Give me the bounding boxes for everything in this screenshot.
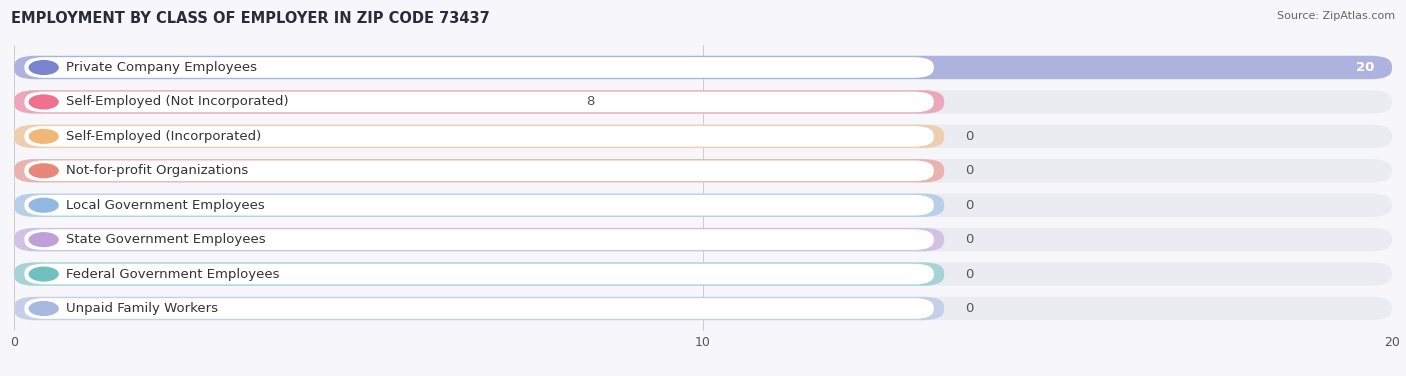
Circle shape (28, 129, 59, 144)
Circle shape (28, 60, 59, 75)
FancyBboxPatch shape (14, 297, 1392, 320)
Text: State Government Employees: State Government Employees (66, 233, 266, 246)
FancyBboxPatch shape (14, 159, 945, 182)
Text: Private Company Employees: Private Company Employees (66, 61, 257, 74)
Text: Self-Employed (Incorporated): Self-Employed (Incorporated) (66, 130, 262, 143)
Text: Source: ZipAtlas.com: Source: ZipAtlas.com (1277, 11, 1395, 21)
FancyBboxPatch shape (24, 298, 934, 319)
Text: 0: 0 (965, 199, 973, 212)
FancyBboxPatch shape (14, 194, 1392, 217)
FancyBboxPatch shape (24, 57, 934, 78)
Text: 0: 0 (965, 164, 973, 177)
FancyBboxPatch shape (14, 194, 945, 217)
Text: 0: 0 (965, 130, 973, 143)
FancyBboxPatch shape (24, 161, 934, 181)
FancyBboxPatch shape (24, 92, 934, 112)
Text: 0: 0 (965, 302, 973, 315)
FancyBboxPatch shape (24, 126, 934, 147)
FancyBboxPatch shape (14, 262, 945, 286)
FancyBboxPatch shape (24, 229, 934, 250)
Text: 0: 0 (965, 268, 973, 280)
Text: 20: 20 (1357, 61, 1375, 74)
FancyBboxPatch shape (14, 56, 1392, 79)
FancyBboxPatch shape (14, 125, 945, 148)
FancyBboxPatch shape (14, 90, 1392, 114)
FancyBboxPatch shape (14, 56, 1392, 79)
Text: Federal Government Employees: Federal Government Employees (66, 268, 280, 280)
FancyBboxPatch shape (14, 297, 945, 320)
Text: EMPLOYMENT BY CLASS OF EMPLOYER IN ZIP CODE 73437: EMPLOYMENT BY CLASS OF EMPLOYER IN ZIP C… (11, 11, 491, 26)
FancyBboxPatch shape (14, 228, 945, 251)
Text: Self-Employed (Not Incorporated): Self-Employed (Not Incorporated) (66, 96, 288, 108)
Text: 8: 8 (586, 96, 595, 108)
FancyBboxPatch shape (24, 195, 934, 215)
Circle shape (28, 163, 59, 178)
Text: Local Government Employees: Local Government Employees (66, 199, 264, 212)
Circle shape (28, 267, 59, 282)
Circle shape (28, 232, 59, 247)
Text: Unpaid Family Workers: Unpaid Family Workers (66, 302, 218, 315)
Text: 0: 0 (965, 233, 973, 246)
Circle shape (28, 198, 59, 213)
FancyBboxPatch shape (14, 90, 945, 114)
FancyBboxPatch shape (24, 264, 934, 284)
FancyBboxPatch shape (14, 262, 1392, 286)
FancyBboxPatch shape (14, 125, 1392, 148)
Circle shape (28, 301, 59, 316)
FancyBboxPatch shape (14, 159, 1392, 182)
Circle shape (28, 94, 59, 109)
FancyBboxPatch shape (14, 228, 1392, 251)
Text: Not-for-profit Organizations: Not-for-profit Organizations (66, 164, 247, 177)
